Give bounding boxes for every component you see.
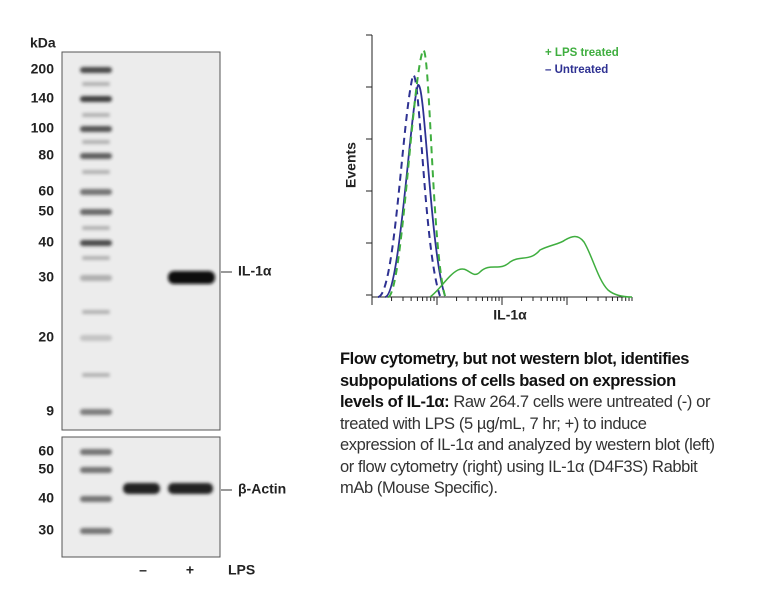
- legend-symbol: +: [545, 47, 552, 59]
- ladder-band: [82, 310, 110, 314]
- untreated-dashed-curve: [377, 73, 441, 298]
- marker-label: 30: [38, 522, 54, 538]
- ladder-band: [80, 409, 112, 415]
- ladder-band: [80, 240, 112, 246]
- ladder-band: [80, 209, 112, 215]
- lps-dashed-curve: [387, 48, 446, 298]
- lane-title: LPS: [228, 562, 255, 578]
- marker-label: 100: [31, 120, 55, 136]
- lane-label: –: [139, 562, 147, 578]
- legend-name: LPS treated: [555, 47, 619, 59]
- ladder-band: [80, 126, 112, 132]
- ladder-band: [82, 170, 110, 174]
- y-axis-label: Events: [343, 142, 359, 188]
- ladder-band: [80, 96, 112, 102]
- ladder-band: [82, 256, 110, 260]
- actin-band: [123, 483, 160, 494]
- flow-plot: Events IL-1α + LPS treated– Untreated: [343, 34, 633, 323]
- marker-label: 60: [38, 183, 54, 199]
- ladder-band: [80, 467, 112, 473]
- marker-label: 40: [38, 234, 54, 250]
- marker-label: 200: [31, 61, 55, 77]
- caption-text: Raw 264.7 cells were untreated (-) or tr…: [340, 393, 715, 497]
- marker-label: 140: [31, 90, 55, 106]
- actin-label: β-Actin: [238, 481, 286, 497]
- marker-label: 40: [38, 490, 54, 506]
- untreated-curve: [384, 84, 446, 298]
- ladder-band: [80, 275, 112, 281]
- ladder-band: [80, 528, 112, 534]
- ladder-band: [82, 113, 110, 117]
- marker-label: 20: [38, 329, 54, 345]
- ladder-band: [82, 373, 110, 377]
- lane-label: +: [186, 562, 194, 578]
- ladder-band: [82, 226, 110, 230]
- blot-bands: 200 140 100 80 60 50 40 30 20 9 60 50 40 30: [31, 61, 112, 538]
- lps-curve: [429, 235, 633, 298]
- marker-label: 50: [38, 461, 54, 477]
- band-label: IL-1α: [238, 263, 272, 279]
- caption: Flow cytometry, but not western blot, id…: [340, 349, 715, 500]
- caption-bold: Flow cytometry, but not western blot, id…: [340, 350, 690, 411]
- legend-name: Untreated: [555, 64, 609, 76]
- kda-label: kDa: [30, 35, 56, 51]
- ladder-band: [80, 496, 112, 502]
- ladder-band: [82, 140, 110, 144]
- ladder-band: [82, 82, 110, 86]
- ladder-band: [80, 153, 112, 159]
- marker-label: 80: [38, 147, 54, 163]
- ladder-band: [80, 67, 112, 73]
- actin-band: [168, 483, 213, 494]
- ladder-band: [80, 449, 112, 455]
- ladder-band: [80, 189, 112, 195]
- marker-label: 60: [38, 443, 54, 459]
- legend: + LPS treated– Untreated: [545, 47, 619, 76]
- marker-label: 50: [38, 203, 54, 219]
- il1a-band: [168, 271, 215, 284]
- legend-entry: – Untreated: [545, 64, 608, 76]
- legend-entry: + LPS treated: [545, 47, 619, 59]
- legend-symbol: –: [545, 64, 552, 76]
- ladder-band: [80, 335, 112, 341]
- marker-label: 30: [38, 269, 54, 285]
- axis-ticks: [366, 34, 633, 305]
- x-axis-label: IL-1α: [493, 307, 527, 323]
- marker-label: 9: [46, 403, 54, 419]
